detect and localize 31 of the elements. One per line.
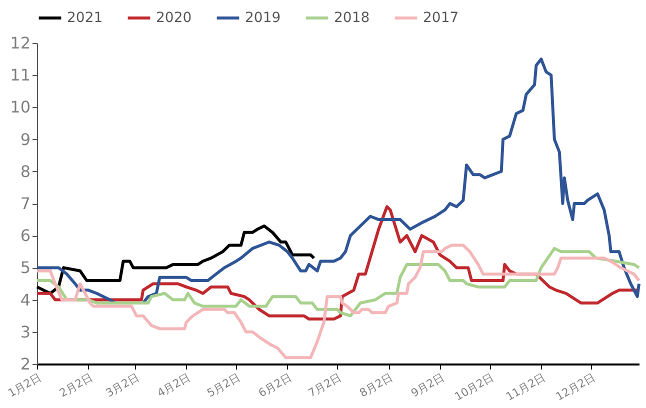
x-tick-label: 6月2日 xyxy=(256,370,294,400)
x-tick-label: 12月2日 xyxy=(554,370,598,404)
legend-label: 2021 xyxy=(67,10,103,26)
line-series xyxy=(36,224,316,295)
legend-label: 2017 xyxy=(423,10,459,26)
x-tick-label: 11月2日 xyxy=(504,370,548,404)
y-tick-label: 12 xyxy=(10,34,30,52)
y-tick-label: 10 xyxy=(10,98,30,117)
y-tick-label: 7 xyxy=(20,194,30,213)
y-tick-label: 8 xyxy=(20,162,30,181)
x-tick-label: 4月2日 xyxy=(155,370,193,400)
y-tick-label: 4 xyxy=(20,290,30,310)
x-tick-label: 10月2日 xyxy=(452,370,496,404)
x-tick-label: 2月2日 xyxy=(57,370,95,400)
y-tick-label: 6 xyxy=(20,226,30,246)
x-tick-label: 8月2日 xyxy=(357,370,396,400)
y-tick-label: 5 xyxy=(20,258,30,278)
x-tick-label: 9月2日 xyxy=(408,370,446,400)
x-tick-label: 1月2日 xyxy=(6,370,44,400)
x-tick-label: 3月2日 xyxy=(104,370,142,400)
line-series xyxy=(36,246,640,318)
legend-label: 2018 xyxy=(334,10,370,26)
y-tick-label: 2 xyxy=(20,354,30,374)
line-series xyxy=(36,244,640,360)
y-tick-label: 3 xyxy=(20,322,30,342)
x-tick-label: 5月2日 xyxy=(204,370,243,400)
x-tick-label: 7月2日 xyxy=(306,370,344,400)
legend-label: 2019 xyxy=(245,10,281,26)
y-tick-label: 9 xyxy=(20,130,30,149)
y-tick-label: 11 xyxy=(10,66,30,85)
legend-label: 2020 xyxy=(156,10,192,26)
